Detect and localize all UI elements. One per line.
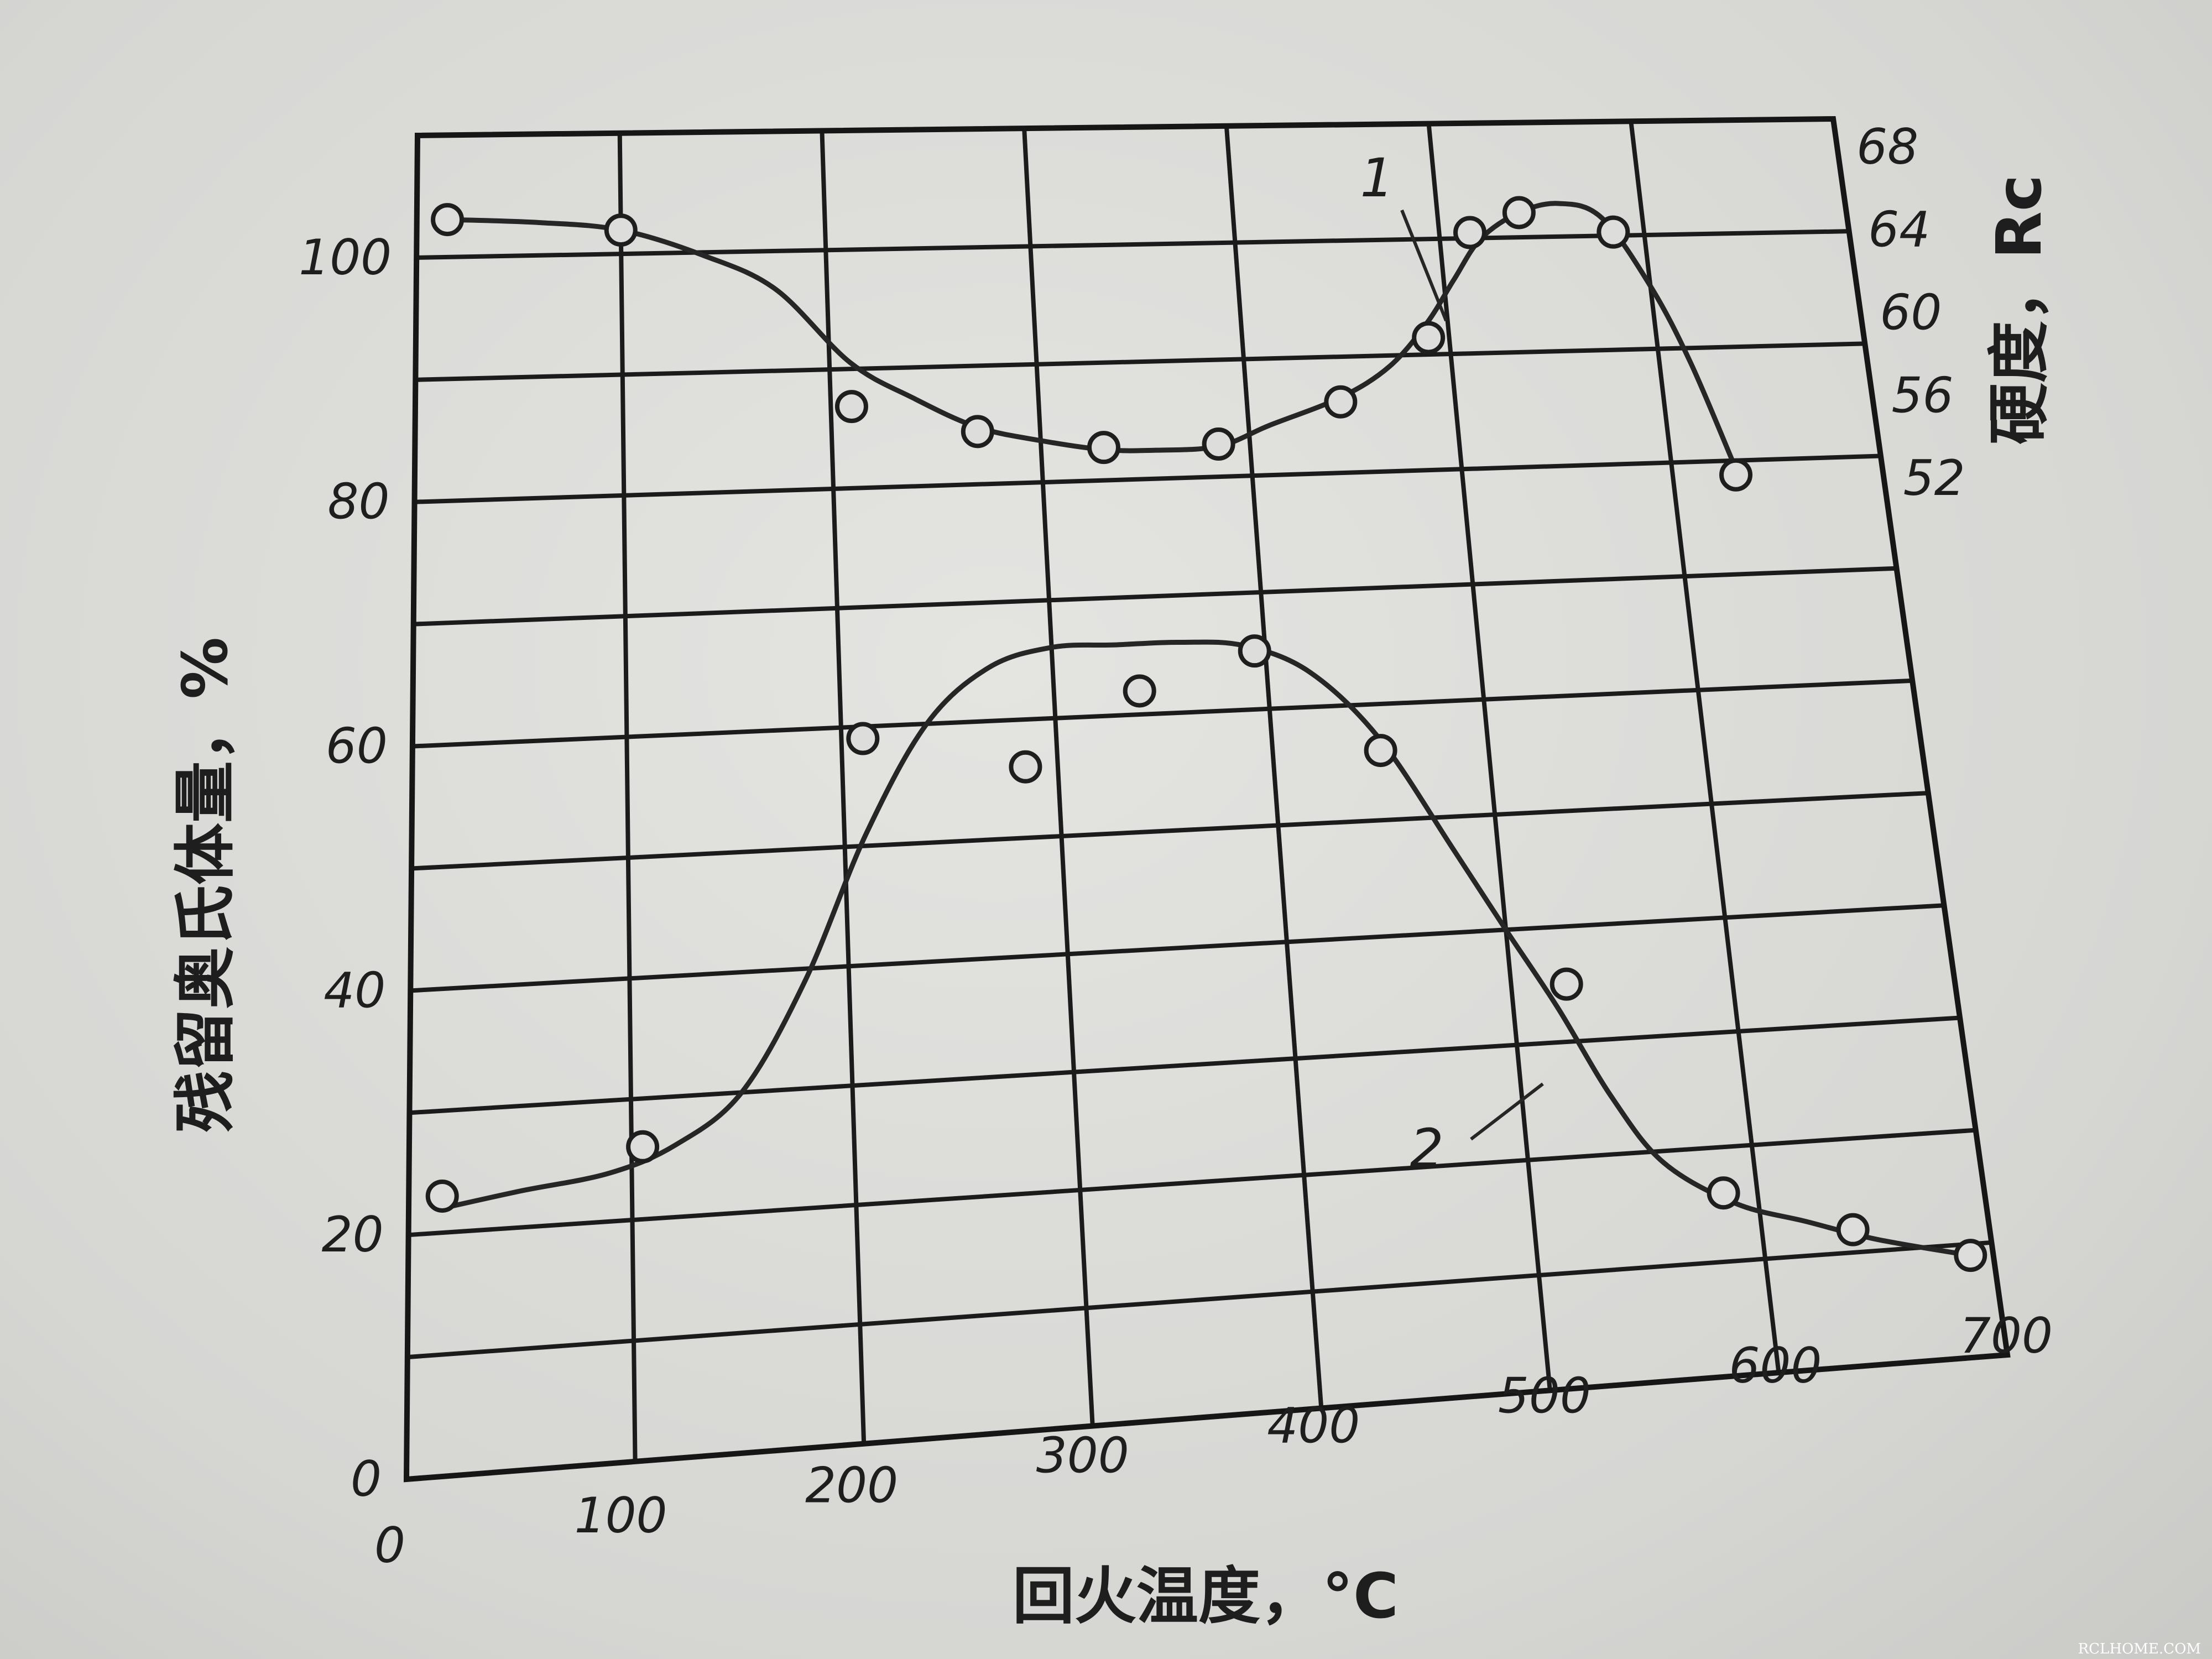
grid-vline <box>1224 126 1324 1408</box>
y-tick-label: 0 <box>351 1451 382 1507</box>
series-2-point <box>1836 1213 1870 1246</box>
grid-hline <box>413 566 1897 627</box>
curve-2-leader <box>1470 1082 1544 1141</box>
grid-hline <box>407 1240 1992 1360</box>
y-tick-label: 40 <box>324 962 385 1019</box>
grid-vline <box>1022 128 1095 1426</box>
series-1-point <box>1453 216 1486 249</box>
plot-frame <box>403 116 2011 1483</box>
series-2-point <box>846 722 880 755</box>
data-markers <box>425 196 1987 1272</box>
series-1-point <box>961 415 994 448</box>
series-2-line <box>440 639 1973 1258</box>
y2-tick-label: 68 <box>1856 118 1918 175</box>
y-axis-title: 残留奥氏体量，% <box>170 637 242 1133</box>
watermark: RCLHOME.COM <box>2078 1641 2201 1657</box>
series-2-point <box>425 1179 459 1213</box>
grid-hline <box>408 1128 1976 1238</box>
grid-vline <box>820 131 867 1444</box>
x-tick-label: 100 <box>575 1487 667 1544</box>
y-tick-label: 20 <box>322 1206 384 1263</box>
series-1-line <box>445 201 1738 469</box>
grid-hline <box>415 341 1865 382</box>
x-tick-label: 0 <box>374 1517 405 1574</box>
x-axis-title: 回火温度，°C <box>1013 1561 1399 1632</box>
y-tick-label: 80 <box>328 473 390 530</box>
series-1-point <box>834 390 868 424</box>
series-1-point <box>1087 431 1120 465</box>
x-tick-label: 200 <box>805 1457 898 1514</box>
series-1-point <box>1412 321 1446 354</box>
grid-vline <box>1426 123 1552 1391</box>
grid-hline <box>411 791 1929 871</box>
series-2-point <box>1707 1176 1740 1210</box>
curve-label-1: 1 <box>1360 147 1394 209</box>
grid-hline <box>414 453 1881 504</box>
grid <box>403 116 2011 1483</box>
grid-vline <box>617 133 638 1462</box>
series-2-point <box>1009 750 1042 784</box>
series-2-point <box>1123 674 1156 708</box>
x-tick-label: 400 <box>1267 1397 1360 1454</box>
grid-hline <box>409 1015 1960 1115</box>
grid-hline <box>410 903 1944 993</box>
series-1-point <box>431 203 465 237</box>
y-tick-label: 100 <box>299 229 392 286</box>
curve-1-leader <box>1400 209 1448 322</box>
y2-axis-title: 硬度，Rc <box>1984 175 2056 445</box>
y2-tick-label: 56 <box>1892 367 1954 424</box>
series-2-point <box>626 1130 660 1164</box>
series-1-point <box>1202 427 1235 461</box>
x-tick-label: 300 <box>1036 1427 1129 1484</box>
x-tick-label: 700 <box>1960 1307 2053 1364</box>
x-tick-label: 600 <box>1729 1337 1822 1394</box>
series-2-point <box>1238 634 1271 668</box>
series-1-point <box>604 213 638 247</box>
grid-hline <box>412 678 1913 749</box>
x-tick-label: 500 <box>1498 1367 1591 1424</box>
y2-tick-label: 52 <box>1903 450 1965 507</box>
series-1-point <box>1324 385 1358 419</box>
series-1-point <box>1719 458 1753 492</box>
tick-labels: 0 100 200 300 400 500 600 700 0 20 40 60 80 100 52 56 60… <box>299 118 2053 1574</box>
series-2-point <box>1954 1239 1987 1272</box>
y2-tick-label: 64 <box>1868 201 1930 258</box>
curve-label-2: 2 <box>1410 1118 1443 1180</box>
series-2-point <box>1550 967 1583 1001</box>
series-1-point <box>1502 196 1536 229</box>
y-tick-label: 60 <box>326 718 388 775</box>
series-2-point <box>1364 734 1397 768</box>
y2-tick-label: 60 <box>1880 284 1942 341</box>
grid-vline <box>1629 121 1781 1373</box>
series-1-point <box>1597 215 1630 249</box>
